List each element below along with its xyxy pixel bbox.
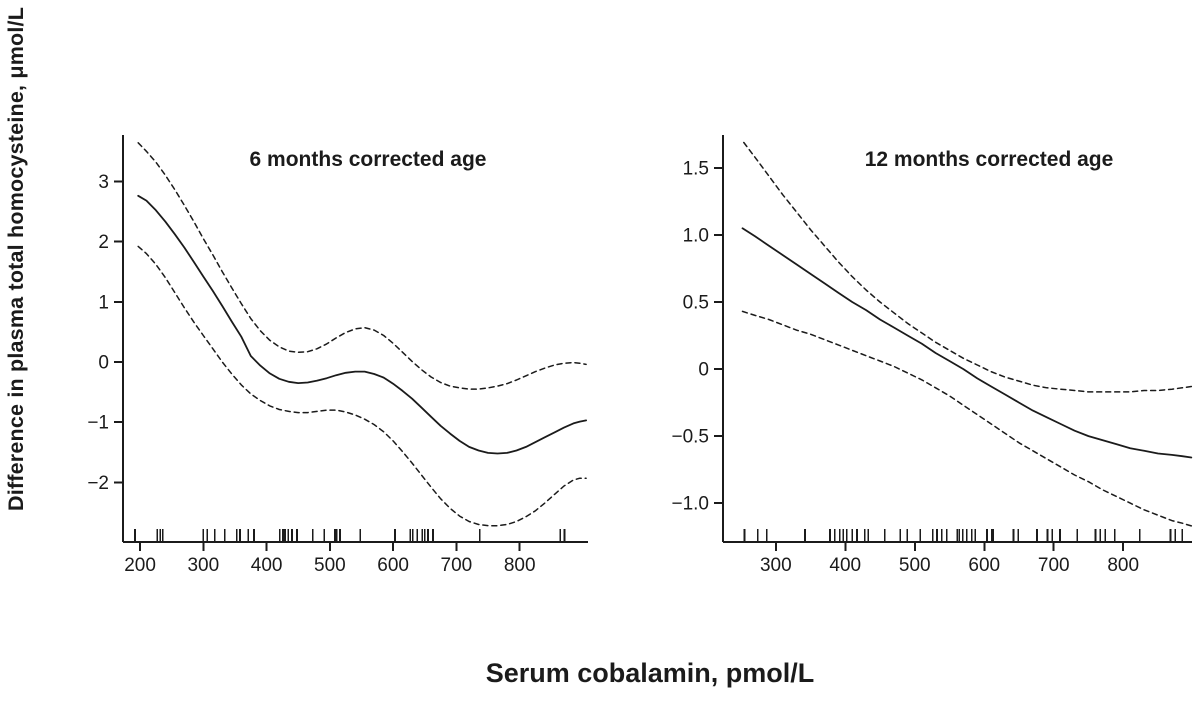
panel-title-6-months: 6 months corrected age [249, 148, 487, 171]
y-tick-label: 0 [698, 360, 709, 381]
y-tick-label: 0.5 [683, 293, 709, 314]
upper-ci-curve [743, 141, 1193, 393]
x-tick-label: 300 [760, 555, 792, 576]
panel-title-12-months: 12 months corrected age [864, 148, 1114, 171]
panel-6-months: 200 300 400 500 600 700 800 3 2 1 0 −1 −2 [87, 135, 588, 576]
y-tick-label: 1.0 [683, 226, 709, 247]
y-tick-label: −1.0 [671, 494, 709, 515]
tick-labels: 300 400 500 600 700 800 1.5 1.0 0.5 0 −0.5 −1.0 [671, 158, 1139, 576]
y-tick-label: 2 [98, 232, 109, 253]
axes [114, 135, 588, 551]
x-tick-label: 600 [377, 555, 409, 576]
y-tick-label: 1 [98, 292, 109, 313]
y-tick-label: −1 [87, 413, 109, 434]
lower-ci-curve [137, 245, 587, 527]
x-tick-label: 200 [124, 555, 156, 576]
upper-ci-curve [137, 142, 587, 390]
tick-labels: 200 300 400 500 600 700 800 3 2 1 0 −1 −2 [87, 172, 535, 576]
y-axis-title: Difference in plasma total homocysteine,… [4, 6, 28, 512]
x-tick-label: 300 [187, 555, 219, 576]
x-tick-label: 700 [1038, 555, 1070, 576]
axes [714, 135, 1192, 551]
x-tick-label: 800 [1107, 555, 1139, 576]
x-tick-label: 600 [968, 555, 1000, 576]
panel-12-months: 300 400 500 600 700 800 1.5 1.0 0.5 0 −0.5 −1.0 [671, 135, 1193, 576]
x-tick-label: 700 [441, 555, 473, 576]
fit-curve [137, 194, 587, 455]
x-tick-label: 500 [899, 555, 931, 576]
y-tick-label: 1.5 [683, 158, 709, 179]
x-tick-label: 400 [829, 555, 861, 576]
y-tick-label: −2 [87, 473, 109, 494]
x-tick-label: 400 [251, 555, 283, 576]
y-tick-label: 0 [98, 352, 109, 373]
y-tick-label: 3 [98, 172, 109, 193]
y-tick-label: −0.5 [671, 427, 709, 448]
x-tick-label: 500 [314, 555, 346, 576]
rug-marks [743, 529, 1184, 541]
x-tick-label: 800 [504, 555, 536, 576]
x-axis-title: Serum cobalamin, pmol/L [485, 658, 815, 688]
rug-marks [134, 529, 566, 541]
fit-curve [741, 227, 1193, 459]
lower-ci-curve [741, 310, 1193, 527]
